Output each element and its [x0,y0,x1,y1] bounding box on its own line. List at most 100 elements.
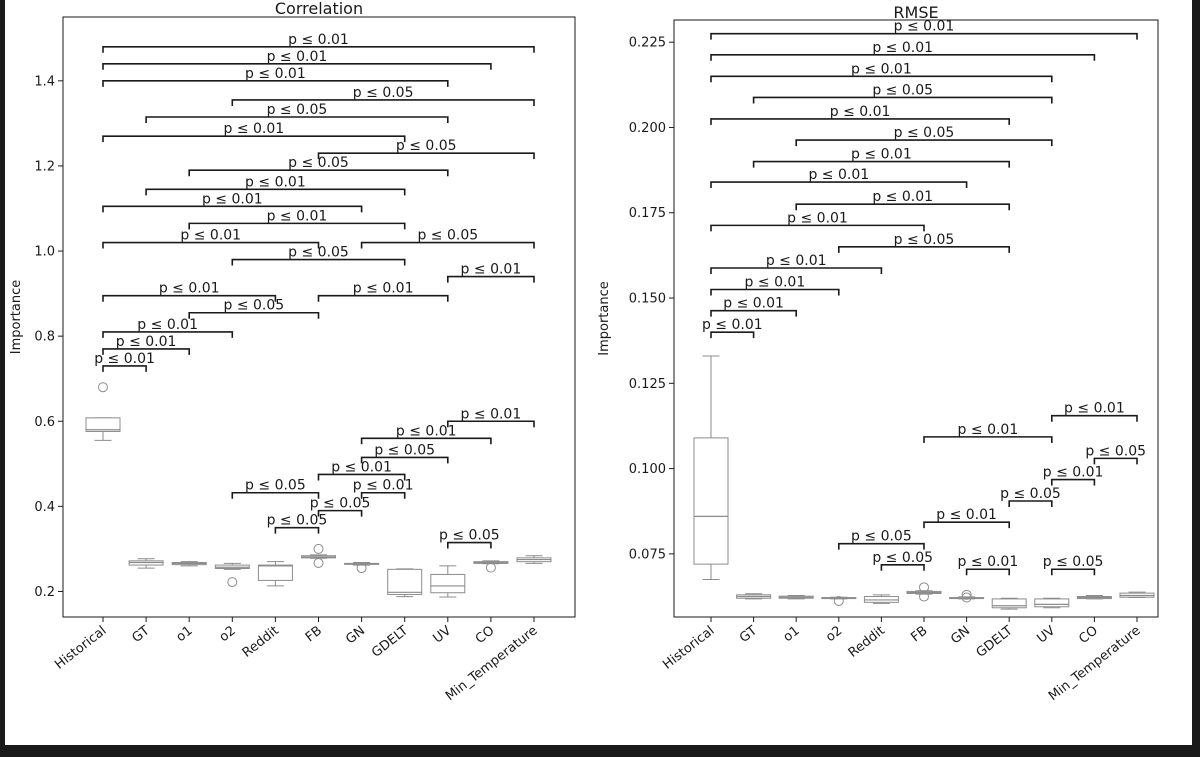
bracket-line [710,181,968,189]
corr-sig-bracket: p ≤ 0.05 [188,155,449,177]
bracket-label: p ≤ 0.05 [245,478,306,494]
bracket-label: p ≤ 0.01 [958,554,1019,570]
bracket-line [1051,478,1096,486]
box-flier [833,595,844,606]
bracket-line [710,267,883,275]
corr-box-min_temperature [516,555,552,564]
bracket-line [838,542,925,550]
corr-ylabel: Importance [9,280,24,355]
box-iqr [85,417,121,432]
corr-box-o2 [214,562,250,588]
box-flier [961,589,972,600]
bracket-line [317,152,535,160]
box-flier [356,563,367,574]
corr-sig-bracket: p ≤ 0.05 [360,442,449,464]
bracket-label: p ≤ 0.01 [851,147,912,163]
corr-ytick-label: 1.2 [34,159,55,174]
bracket-line [360,456,449,464]
corr-panel: Correlation Importance 0.2 0.4 0.6 0.8 1.0 1.2 1… [9,0,576,757]
corr-ytick-label: 0.6 [34,415,55,430]
box-iqr [430,573,466,594]
corr-sig-bracket: p ≤ 0.05 [231,245,406,266]
box-iqr [1034,598,1070,608]
corr-box-uv [430,565,466,598]
bracket-label: p ≤ 0.05 [374,442,435,458]
bracket-line [102,135,406,143]
rmse-title: RMSE [893,3,938,22]
corr-sig-bracket: p ≤ 0.01 [317,459,406,481]
corr-box-gdelt [387,568,423,598]
corr-ytick-label: 0.8 [34,330,55,345]
rmse-sig-bracket: p ≤ 0.05 [838,232,1010,253]
box-iqr [693,437,729,565]
bracket-line [752,96,1053,104]
corr-box-historical [85,382,121,441]
bracket-label: p ≤ 0.05 [417,228,478,244]
bracket-line [360,491,406,499]
rmse-ytick-label: 0.200 [629,121,666,136]
bracket-label: p ≤ 0.01 [1064,401,1125,417]
bracket-label: p ≤ 0.05 [872,82,933,98]
rmse-sig-bracket: p ≤ 0.01 [710,275,840,296]
bracket-line [102,45,535,53]
bracket-line [102,241,320,249]
corr-sig-bracket: p ≤ 0.01 [102,49,492,70]
corr-sig-bracket: p ≤ 0.01 [360,423,492,445]
bracket-line [102,365,147,372]
corr-sig-bracket: p ≤ 0.01 [102,334,190,355]
box-iqr [991,598,1027,609]
rmse-sig-bracket: p ≤ 0.01 [710,296,797,317]
bracket-label: p ≤ 0.01 [288,32,349,48]
bracket-line [447,275,535,283]
bracket-line [965,568,1010,576]
rmse-ytick-label: 0.075 [629,547,666,562]
bracket-label: p ≤ 0.01 [353,281,414,297]
bracket-label: p ≤ 0.01 [137,317,198,333]
rmse-box-gdelt [991,597,1027,610]
corr-sig-bracket: p ≤ 0.01 [102,32,535,53]
bracket-label: p ≤ 0.05 [223,298,284,314]
bracket-line [710,53,1096,61]
rmse-box-o2 [821,595,857,606]
bracket-label: p ≤ 0.05 [894,232,955,248]
box-flier [98,382,108,393]
bracket-line [923,521,1010,529]
rmse-sig-bracket: p ≤ 0.01 [702,317,763,339]
bracket-label: p ≤ 0.05 [439,528,500,544]
bracket-line [710,75,1053,83]
bracket-label: p ≤ 0.01 [894,19,955,35]
bracket-line [360,437,492,445]
rmse-ytick-label: 0.175 [629,206,666,221]
bracket-line [188,222,406,230]
bracket-label: p ≤ 0.01 [872,40,933,56]
rmse-box-historical [693,355,729,580]
box-flier [485,562,496,573]
corr-box-reddit [257,561,293,587]
corr-sig-bracket: p ≤ 0.05 [231,85,535,106]
corr-title: Correlation [275,0,363,18]
corr-ytick-label: 1.0 [34,245,55,260]
bracket-line [1051,568,1096,576]
corr-sig-bracket: p ≤ 0.01 [145,174,406,196]
rmse-box-reddit [863,594,899,604]
corr-sig-bracket: p ≤ 0.05 [231,478,320,499]
bracket-label: p ≤ 0.05 [267,102,328,118]
rmse-sig-bracket: p ≤ 0.05 [795,125,1053,147]
bracket-label: p ≤ 0.01 [958,422,1019,438]
rmse-box-o1 [778,595,814,600]
left-edge [0,0,5,753]
bracket-label: p ≤ 0.01 [830,104,891,120]
rmse-sig-bracket: p ≤ 0.01 [710,104,1010,125]
bracket-label: p ≤ 0.01 [331,459,392,475]
bracket-label: p ≤ 0.01 [745,275,806,291]
rmse-sig-bracket: p ≤ 0.01 [958,554,1019,576]
bracket-line [231,258,406,266]
bracket-line [795,139,1053,147]
rmse-sig-bracket: p ≤ 0.01 [710,210,925,232]
bracket-line [710,118,1010,125]
rmse-plot-frame [673,19,1159,618]
box-iqr [257,564,293,581]
rmse-sig-bracket: p ≤ 0.05 [1085,443,1146,465]
bracket-line [145,116,449,123]
